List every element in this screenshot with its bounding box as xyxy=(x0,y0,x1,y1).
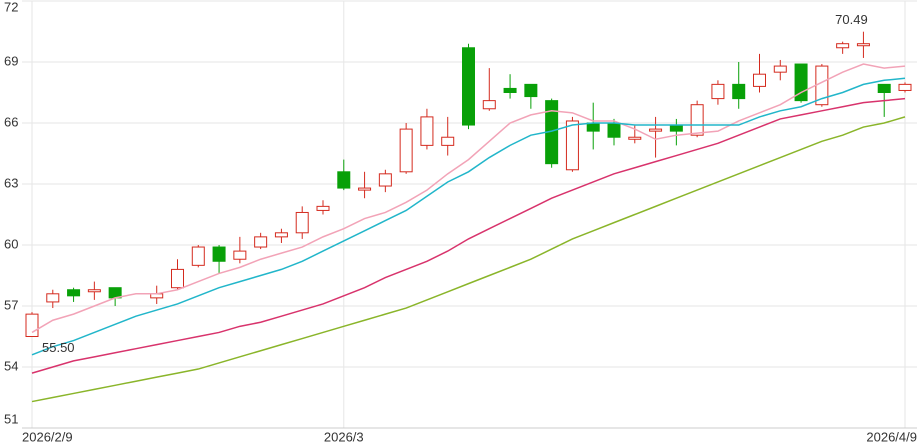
y-tick-label: 54 xyxy=(4,358,18,373)
y-tick-label: 51 xyxy=(4,411,18,426)
candle-body xyxy=(711,83,725,100)
candle-body xyxy=(503,87,517,94)
high-label: 70.49 xyxy=(835,12,868,27)
candle-body xyxy=(482,100,496,110)
candle-body xyxy=(690,104,704,136)
candle-body xyxy=(233,250,247,260)
candle-body xyxy=(358,187,372,191)
x-tick-label: 2026/3 xyxy=(324,429,364,444)
candle-body xyxy=(46,293,60,303)
low-label: 55.50 xyxy=(42,340,75,355)
candle-body xyxy=(565,120,579,171)
y-tick-label: 60 xyxy=(4,236,18,251)
candle-body xyxy=(212,246,226,262)
candle-body xyxy=(87,289,101,293)
moving-average-line xyxy=(31,63,906,334)
candle-body xyxy=(441,136,455,146)
candle-body xyxy=(399,128,413,173)
candle-body xyxy=(337,171,351,189)
moving-average-line xyxy=(31,77,906,356)
candle-body xyxy=(649,128,663,132)
candle-body xyxy=(586,122,600,132)
moving-average-line xyxy=(31,97,906,374)
y-tick-label: 72 xyxy=(4,0,18,14)
candle-body xyxy=(628,136,642,140)
candle-body xyxy=(67,289,81,297)
x-tick-label: 2026/4/9 xyxy=(866,429,917,444)
y-tick-label: 66 xyxy=(4,114,18,129)
moving-average-line xyxy=(31,116,906,403)
candle-body xyxy=(316,205,330,211)
candle-body xyxy=(732,83,746,100)
candle-body xyxy=(254,236,268,248)
candle-body xyxy=(877,83,891,94)
y-tick-label: 69 xyxy=(4,53,18,68)
candle-body xyxy=(295,211,309,234)
candle-body xyxy=(25,313,39,337)
candle-body xyxy=(378,173,392,187)
candle-body xyxy=(856,43,870,47)
y-tick-label: 63 xyxy=(4,175,18,190)
y-tick-label: 57 xyxy=(4,297,18,312)
candle-body xyxy=(898,83,912,91)
candle-body xyxy=(607,122,621,138)
candle-body xyxy=(462,47,475,126)
candle-body xyxy=(274,232,288,238)
candle-body xyxy=(669,124,683,132)
candle-body xyxy=(773,65,787,73)
x-tick-label: 2026/2/9 xyxy=(22,429,73,444)
candle-body xyxy=(524,83,538,98)
candle-body xyxy=(420,116,434,146)
candle-body xyxy=(836,43,850,49)
candle-body xyxy=(171,268,184,289)
candle-body xyxy=(191,246,205,266)
candle-body xyxy=(753,73,766,87)
